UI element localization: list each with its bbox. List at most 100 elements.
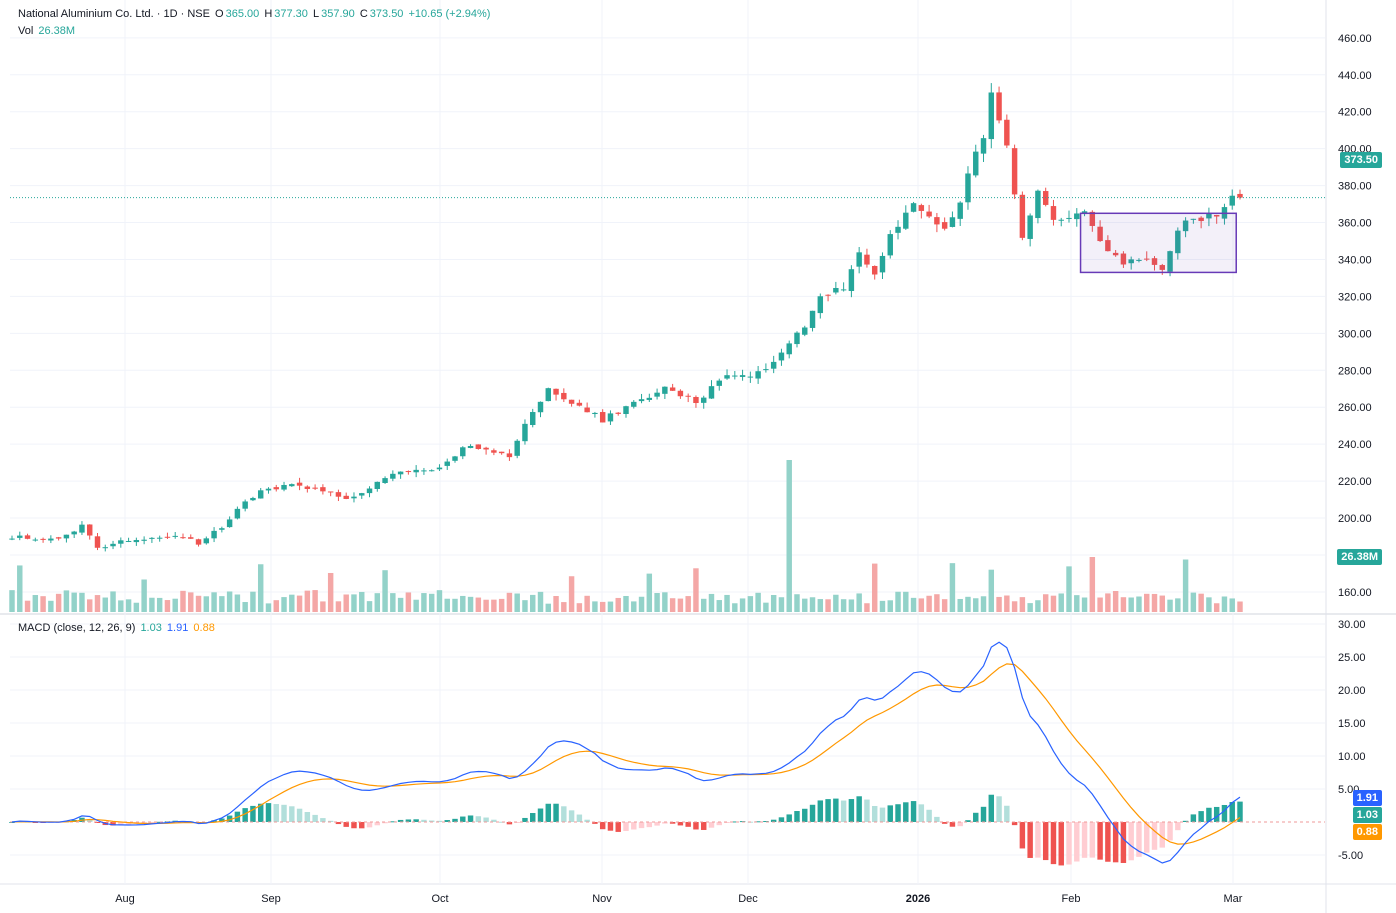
macd-hist-bar: [926, 809, 932, 822]
macd-hist-bar: [856, 796, 862, 822]
volume-bar: [452, 598, 458, 612]
candle-body: [63, 534, 70, 539]
candle-body: [973, 151, 979, 176]
volume-bar: [1190, 592, 1197, 612]
volume-bar: [63, 590, 70, 612]
macd-label: MACD (close, 12, 26, 9): [18, 622, 136, 634]
candle-body: [188, 537, 194, 539]
candle-body: [669, 387, 676, 391]
volume-bar: [1112, 590, 1119, 612]
candle-body: [615, 412, 621, 414]
candle-body: [149, 537, 155, 539]
volume-bar: [988, 569, 995, 612]
volume-bar: [149, 597, 155, 612]
volume-bar: [1027, 603, 1033, 612]
volume-bar: [677, 598, 684, 612]
candle-body: [856, 252, 862, 267]
macd-hist-bar: [568, 810, 575, 822]
volume-bar: [195, 595, 202, 612]
volume-bar: [71, 592, 77, 612]
candle-body: [747, 376, 754, 378]
volume-bar: [770, 594, 777, 612]
price-tick-label: 300.00: [1338, 328, 1372, 340]
candle-body: [708, 386, 715, 399]
macd-hist-bar: [654, 822, 660, 826]
candle-body: [934, 217, 940, 225]
candle-body: [219, 528, 225, 530]
candle-body: [467, 445, 474, 449]
macd-tick-label: 15.00: [1338, 718, 1366, 730]
macd-hist-bar: [988, 794, 995, 822]
macd-hist-bar: [1167, 822, 1173, 841]
macd-hist-bar: [887, 805, 893, 822]
candle-body: [180, 537, 186, 539]
time-tick-label: Sep: [261, 893, 281, 905]
volume-bar: [1206, 597, 1212, 612]
candle-body: [24, 535, 31, 539]
macd-hist-bar: [631, 822, 637, 830]
candle-body: [242, 501, 248, 509]
highlight-rectangle[interactable]: [1079, 212, 1237, 274]
candle-body: [1004, 119, 1010, 146]
candle-body: [343, 495, 349, 499]
macd-hist-bar: [662, 822, 668, 824]
volume-bar: [289, 594, 295, 612]
volume-bar: [460, 595, 466, 612]
candle-body: [436, 467, 443, 470]
volume-bar: [623, 595, 629, 612]
macd-hist-bar: [522, 817, 528, 822]
macd-hist-bar: [599, 822, 606, 830]
macd-hist-bar: [498, 821, 505, 823]
candle-body: [763, 369, 769, 371]
candle-body: [988, 92, 995, 140]
signal-line: [11, 663, 1241, 845]
candle-body: [1035, 190, 1041, 219]
macd-hist-bar: [87, 819, 93, 822]
volume-bar: [79, 592, 85, 612]
candle-body: [320, 487, 326, 492]
close-label: C: [359, 8, 368, 20]
volume-legend: Vol 26.38M: [18, 25, 77, 37]
macd-hist-bar: [390, 821, 396, 823]
candle-body: [141, 539, 147, 541]
candle-body: [491, 450, 497, 453]
candle-body: [296, 482, 303, 486]
macd-hist-bar: [359, 822, 365, 829]
high-value: 377.30: [274, 8, 308, 20]
volume-bar: [1128, 597, 1134, 612]
macd-hist-bar: [94, 822, 101, 823]
volume-bar: [1074, 595, 1080, 612]
macd-hist-bar: [669, 822, 676, 824]
volume-bar: [172, 598, 178, 612]
candle-body: [794, 332, 800, 345]
macd-hist-bar: [1105, 822, 1111, 862]
price-legend: National Aluminium Co. Ltd. · 1D · NSE O…: [18, 8, 492, 20]
candle-body: [1050, 206, 1057, 220]
volume-bar: [1042, 594, 1049, 612]
macd-hist-bar: [1198, 811, 1204, 822]
time-tick-label: Aug: [115, 893, 135, 905]
volume-bar: [1097, 597, 1103, 612]
symbol-label: National Aluminium Co. Ltd. · 1D · NSE: [18, 8, 210, 20]
volume-bar: [887, 600, 893, 612]
volume-bar: [498, 598, 505, 612]
macd-signal-tag: 1.91: [1352, 790, 1382, 806]
volume-bar: [576, 603, 583, 612]
candle-body: [312, 487, 318, 489]
candle-body: [226, 519, 233, 528]
macd-hist-bar: [809, 804, 816, 822]
vol-label: Vol: [18, 25, 34, 37]
volume-bar: [397, 597, 404, 612]
candle-body: [599, 412, 606, 423]
price-tick-label: 340.00: [1338, 254, 1372, 266]
candle-body: [1213, 214, 1220, 217]
macd-hist-bar: [934, 816, 940, 822]
volume-bar: [871, 563, 878, 612]
candle-body: [1206, 213, 1212, 219]
macd-hist-bar: [1004, 805, 1010, 822]
volume-bar: [366, 601, 373, 612]
macd-hist-bar: [716, 822, 722, 826]
volume-bar: [903, 591, 909, 612]
candle-body: [895, 226, 901, 233]
